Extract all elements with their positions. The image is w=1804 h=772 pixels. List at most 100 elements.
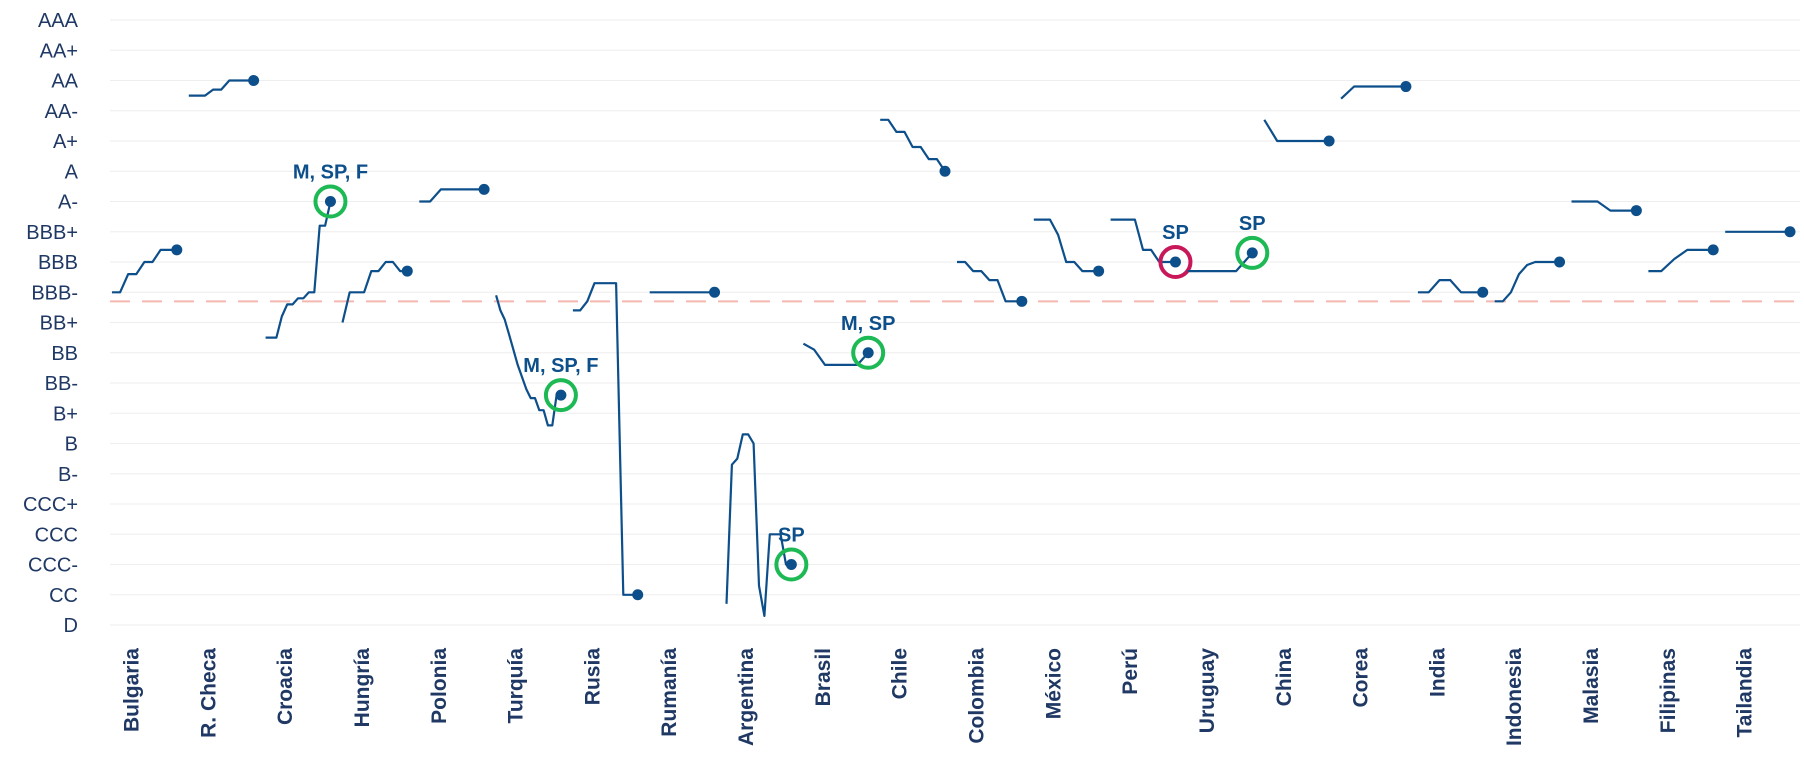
y-tick-label: BB bbox=[51, 343, 78, 365]
series-endpoint bbox=[709, 286, 721, 298]
series-endpoint bbox=[1554, 256, 1566, 268]
x-tick-label: Indonesia bbox=[1503, 648, 1526, 746]
y-tick-label: CC bbox=[49, 585, 78, 607]
series-line-10 bbox=[880, 118, 946, 172]
x-tick-label: Perú bbox=[1119, 648, 1142, 695]
annotation-label: M, SP, F bbox=[293, 162, 368, 184]
y-tick-label: BBB- bbox=[31, 282, 78, 304]
highlight-ring bbox=[1235, 235, 1270, 270]
series-line-16 bbox=[1340, 85, 1406, 100]
series-endpoint bbox=[1477, 286, 1489, 298]
series-group: M, SP, F M, SP, F SP M, SP SP SP bbox=[112, 75, 1796, 617]
highlight-ring bbox=[774, 547, 809, 582]
series-endpoint bbox=[1016, 295, 1028, 307]
series-endpoint bbox=[1630, 205, 1642, 217]
series-endpoint bbox=[1169, 256, 1181, 268]
series-endpoint bbox=[555, 389, 567, 401]
y-tick-label: AA bbox=[51, 71, 78, 93]
series-endpoint bbox=[324, 196, 336, 207]
series-line-17 bbox=[1417, 279, 1483, 294]
x-tick-label: Turquía bbox=[505, 648, 528, 724]
series-line-19 bbox=[1571, 200, 1637, 212]
x-tick-label: México bbox=[1042, 648, 1065, 719]
series-endpoint bbox=[862, 347, 874, 359]
highlight-ring bbox=[313, 184, 348, 219]
series-endpoint bbox=[632, 589, 644, 601]
x-tick-label: Malasia bbox=[1580, 648, 1603, 724]
series-line-12 bbox=[1033, 218, 1099, 273]
annotation-label: SP bbox=[778, 525, 805, 547]
y-tick-label: A+ bbox=[53, 131, 78, 153]
series-endpoint bbox=[1784, 226, 1796, 238]
gridlines bbox=[110, 19, 1800, 626]
x-tick-label: Uruguay bbox=[1196, 648, 1219, 734]
y-tick-label: AA+ bbox=[40, 40, 78, 62]
y-tick-label: A bbox=[65, 161, 79, 183]
annotation-label: M, SP, F bbox=[523, 355, 598, 377]
series-line-3 bbox=[341, 260, 408, 323]
series-line-5 bbox=[495, 294, 561, 427]
series-endpoint bbox=[401, 265, 413, 277]
series-line-20 bbox=[1648, 248, 1714, 273]
series-line-15 bbox=[1263, 119, 1330, 143]
x-tick-label: Colombia bbox=[966, 648, 989, 744]
y-tick-label: BBB bbox=[38, 252, 78, 274]
x-axis: Bulgaria R. Checa Croacia Hungría Polonia Tur… bbox=[121, 648, 1757, 746]
series-endpoint bbox=[1400, 81, 1412, 93]
y-tick-label: D bbox=[64, 615, 78, 637]
series-endpoint bbox=[171, 244, 183, 256]
annotation-label: SP bbox=[1162, 222, 1189, 244]
x-tick-label: Brasil bbox=[812, 648, 835, 706]
y-tick-label: BB- bbox=[45, 373, 78, 395]
y-tick-label: B bbox=[65, 434, 78, 456]
y-tick-label: CCC- bbox=[28, 555, 78, 577]
series-endpoint bbox=[478, 183, 490, 195]
y-tick-label: BB+ bbox=[40, 313, 78, 335]
series-line-11 bbox=[957, 260, 1022, 303]
series-line-8 bbox=[725, 433, 792, 617]
x-tick-label: Rumanía bbox=[658, 648, 681, 737]
x-tick-label: Polonia bbox=[428, 648, 451, 724]
x-tick-label: Hungría bbox=[351, 648, 374, 728]
y-tick-label: AAA bbox=[38, 10, 79, 32]
y-tick-label: CCC+ bbox=[23, 494, 78, 516]
x-tick-label: Filipinas bbox=[1657, 648, 1680, 733]
y-tick-label: CCC bbox=[35, 524, 78, 546]
annotation-label: SP bbox=[1239, 213, 1266, 235]
series-line-6 bbox=[572, 282, 638, 596]
series-line-18 bbox=[1494, 260, 1560, 303]
x-tick-label: Tailandia bbox=[1734, 648, 1757, 738]
x-tick-label: Corea bbox=[1350, 648, 1373, 708]
series-line-13 bbox=[1110, 218, 1176, 264]
series-endpoint bbox=[1707, 244, 1719, 256]
series-endpoint bbox=[1246, 247, 1258, 259]
x-tick-label: Bulgaria bbox=[121, 648, 144, 732]
x-tick-label: India bbox=[1426, 648, 1449, 697]
y-tick-label: B+ bbox=[53, 403, 78, 425]
series-endpoint bbox=[1093, 265, 1105, 277]
series-line-1 bbox=[188, 79, 254, 97]
series-endpoint bbox=[785, 559, 797, 570]
highlight-ring bbox=[543, 378, 578, 413]
x-tick-label: Argentina bbox=[735, 648, 758, 746]
x-tick-label: Croacia bbox=[274, 648, 297, 725]
y-tick-label: BBB+ bbox=[26, 222, 78, 244]
y-tick-label: AA- bbox=[45, 101, 78, 123]
series-endpoint bbox=[1323, 135, 1335, 147]
series-line-0 bbox=[112, 248, 177, 294]
x-tick-label: Rusia bbox=[581, 648, 604, 706]
series-endpoint bbox=[248, 75, 260, 86]
x-tick-label: China bbox=[1273, 648, 1296, 707]
x-tick-label: Chile bbox=[889, 648, 912, 699]
y-tick-label: B- bbox=[58, 464, 78, 486]
y-tick-label: A- bbox=[58, 192, 78, 214]
highlight-ring bbox=[1158, 245, 1193, 279]
series-line-2 bbox=[265, 201, 332, 339]
annotation-label: M, SP bbox=[841, 313, 895, 335]
x-tick-label: R. Checa bbox=[197, 648, 220, 738]
y-axis: DCCCCC-CCCCCC+B-BB+BB-BBBB+BBB-BBBBBB+A-… bbox=[23, 10, 79, 637]
series-endpoint bbox=[939, 165, 951, 177]
series-line-4 bbox=[419, 188, 485, 203]
highlight-ring bbox=[851, 335, 886, 370]
